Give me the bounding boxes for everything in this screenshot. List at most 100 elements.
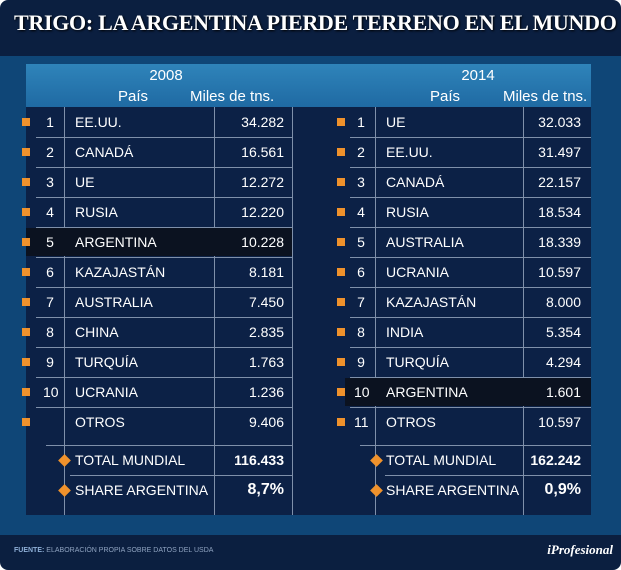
country-name: CHINA <box>75 324 119 340</box>
rank-number: 9 <box>46 354 54 370</box>
production-value: 12.220 <box>241 204 284 220</box>
country-name: ARGENTINA <box>386 384 468 400</box>
total-value: 116.433 <box>234 452 284 468</box>
row-divider <box>36 317 292 318</box>
row-divider <box>350 257 591 258</box>
highlight-row <box>345 378 591 406</box>
column-divider <box>523 107 524 515</box>
country-name: EE.UU. <box>386 144 433 160</box>
production-value: 4.294 <box>545 354 581 370</box>
column-header-country: País <box>430 88 461 105</box>
share-label: SHARE ARGENTINA <box>386 482 520 498</box>
row-divider <box>350 347 591 348</box>
production-value: 32.033 <box>538 114 581 130</box>
square-marker-icon <box>337 298 345 306</box>
country-name: AUSTRALIA <box>75 294 153 310</box>
square-marker-icon <box>22 298 30 306</box>
rank-number: 1 <box>357 114 365 130</box>
square-marker-icon <box>22 208 30 216</box>
row-divider <box>36 377 292 378</box>
square-marker-icon <box>337 358 345 366</box>
share-value: 0,9% <box>544 481 581 498</box>
square-marker-icon <box>22 178 30 186</box>
country-name: OTROS <box>75 414 125 430</box>
square-marker-icon <box>337 118 345 126</box>
square-marker-icon <box>337 238 345 246</box>
rank-number: 10 <box>354 384 370 400</box>
row-divider <box>36 257 292 258</box>
square-marker-icon <box>337 328 345 336</box>
total-label: TOTAL MUNDIAL <box>386 452 497 468</box>
square-marker-icon <box>337 178 345 186</box>
source-text: ELABORACIÓN PROPIA SOBRE DATOS DEL USDA <box>46 547 214 554</box>
rank-number: 5 <box>357 234 365 250</box>
square-marker-icon <box>22 358 30 366</box>
row-divider <box>350 407 591 408</box>
row-divider <box>36 287 292 288</box>
row-divider <box>36 227 292 228</box>
column-divider <box>64 107 65 515</box>
brand-logo: iProfesional <box>547 542 613 557</box>
production-value: 12.272 <box>241 174 284 190</box>
square-marker-icon <box>22 418 30 426</box>
production-value: 18.534 <box>538 204 581 220</box>
row-divider <box>350 227 591 228</box>
production-value: 34.282 <box>241 114 284 130</box>
rank-number: 4 <box>357 204 365 220</box>
country-name: RUSIA <box>386 204 429 220</box>
column-divider <box>292 107 293 515</box>
production-value: 22.157 <box>538 174 581 190</box>
rank-number: 8 <box>357 324 365 340</box>
production-value: 10.597 <box>538 264 581 280</box>
row-divider <box>350 377 591 378</box>
row-divider <box>360 445 591 446</box>
square-marker-icon <box>337 388 345 396</box>
square-marker-icon <box>22 148 30 156</box>
rank-number: 6 <box>46 264 54 280</box>
square-marker-icon <box>337 148 345 156</box>
table-header <box>26 64 591 107</box>
rank-number: 6 <box>357 264 365 280</box>
production-value: 18.339 <box>538 234 581 250</box>
country-name: AUSTRALIA <box>386 234 464 250</box>
row-divider <box>350 317 591 318</box>
total-value: 162.242 <box>530 452 581 468</box>
country-name: OTROS <box>386 414 436 430</box>
rank-number: 8 <box>46 324 54 340</box>
row-divider <box>46 445 292 446</box>
country-name: EE.UU. <box>75 114 122 130</box>
production-value: 31.497 <box>538 144 581 160</box>
production-value: 8.000 <box>545 294 581 310</box>
share-label: SHARE ARGENTINA <box>75 482 209 498</box>
column-divider <box>214 107 215 515</box>
infographic-title: TRIGO: LA ARGENTINA PIERDE TERRENO EN EL… <box>14 10 617 35</box>
production-value: 16.561 <box>241 144 284 160</box>
production-value: 7.450 <box>248 294 284 310</box>
row-divider <box>36 347 292 348</box>
rank-number: 7 <box>46 294 54 310</box>
rank-number: 5 <box>46 234 54 250</box>
production-value: 1.236 <box>248 384 284 400</box>
production-value: 1.601 <box>545 384 581 400</box>
country-name: KAZAJASTÁN <box>386 294 477 310</box>
production-value: 2.835 <box>248 324 284 340</box>
production-value: 10.597 <box>538 414 581 430</box>
row-divider <box>70 475 292 476</box>
country-name: UCRANIA <box>386 264 450 280</box>
row-divider <box>350 197 591 198</box>
square-marker-icon <box>22 118 30 126</box>
row-divider <box>350 287 591 288</box>
row-divider <box>350 167 591 168</box>
column-header-country: País <box>118 88 149 105</box>
source-label: FUENTE: <box>14 547 45 554</box>
country-name: TURQUÍA <box>75 354 138 370</box>
square-marker-icon <box>337 418 345 426</box>
rank-number: 7 <box>357 294 365 310</box>
row-divider <box>350 137 591 138</box>
production-value: 1.763 <box>248 354 284 370</box>
row-divider <box>36 137 292 138</box>
share-value: 8,7% <box>247 481 284 498</box>
country-name: KAZAJASTÁN <box>75 264 166 280</box>
country-name: UCRANIA <box>75 384 139 400</box>
